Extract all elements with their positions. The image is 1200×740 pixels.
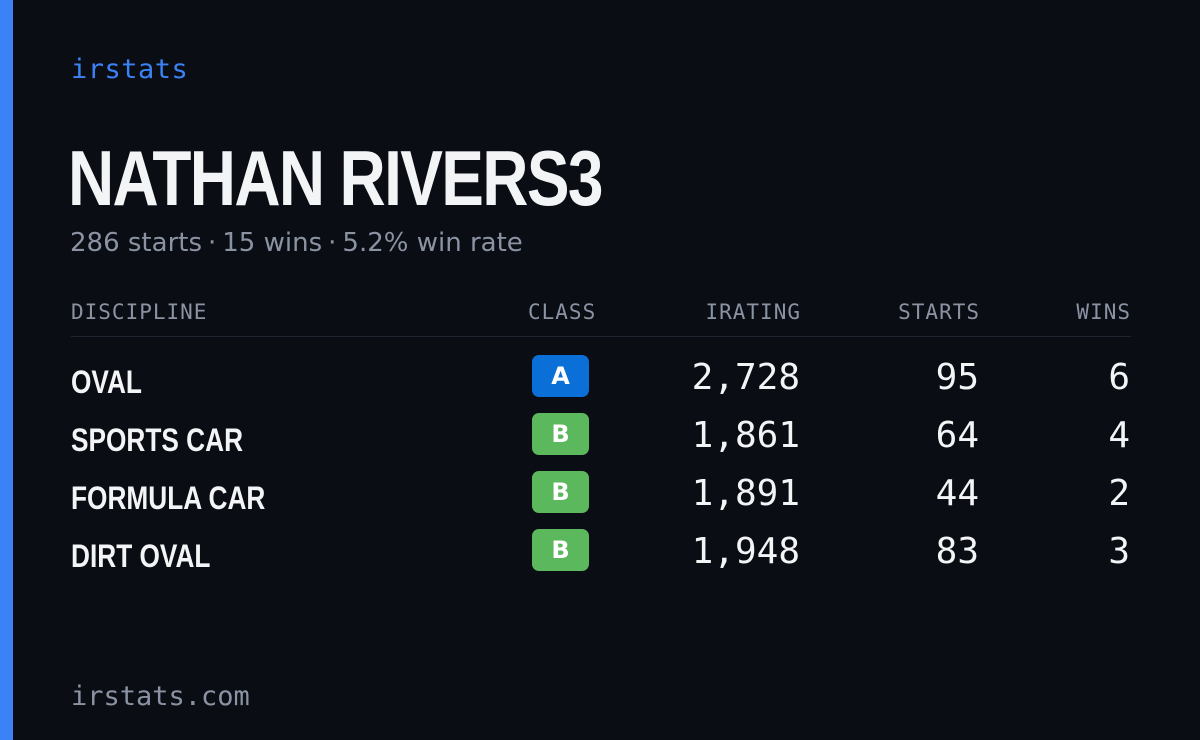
- irating-value: 2,728: [691, 357, 800, 398]
- class-badge: B: [532, 471, 589, 513]
- starts-value: 64: [935, 415, 979, 456]
- table-row: SPORTS CAR B 1,861 64 4: [71, 411, 1131, 469]
- table-body: OVAL A 2,728 95 6 SPORTS CAR B 1,861 64 …: [71, 337, 1131, 585]
- discipline-name: OVAL: [71, 364, 142, 400]
- brand-logo-text: irstats: [71, 54, 189, 85]
- starts-value: 44: [935, 473, 979, 514]
- discipline-name: SPORTS CAR: [71, 422, 244, 458]
- summary-win-rate: 5.2% win rate: [342, 228, 523, 258]
- header-wins: WINS: [1076, 300, 1131, 324]
- discipline-table: DISCIPLINE CLASS IRATING STARTS WINS OVA…: [71, 296, 1131, 585]
- footer-url: irstats.com: [71, 681, 250, 712]
- table-header: DISCIPLINE CLASS IRATING STARTS WINS: [71, 296, 1131, 337]
- class-badge: B: [532, 413, 589, 455]
- table-row: DIRT OVAL B 1,948 83 3: [71, 527, 1131, 585]
- summary-wins: 15 wins: [222, 228, 323, 258]
- starts-value: 95: [935, 357, 979, 398]
- irating-value: 1,861: [691, 415, 800, 456]
- header-irating: IRATING: [705, 300, 801, 324]
- irating-value: 1,891: [691, 473, 800, 514]
- starts-value: 83: [935, 531, 979, 572]
- accent-bar: [0, 0, 13, 740]
- class-badge: B: [532, 529, 589, 571]
- discipline-name: DIRT OVAL: [71, 538, 211, 574]
- irating-value: 1,948: [691, 531, 800, 572]
- table-row: FORMULA CAR B 1,891 44 2: [71, 469, 1131, 527]
- discipline-name: FORMULA CAR: [71, 480, 266, 516]
- summary-separator: ·: [328, 228, 337, 258]
- wins-value: 3: [1108, 531, 1130, 572]
- header-class: CLASS: [528, 300, 597, 324]
- header-discipline: DISCIPLINE: [71, 300, 208, 324]
- wins-value: 4: [1108, 415, 1130, 456]
- class-badge: A: [532, 355, 589, 397]
- summary-starts: 286 starts: [70, 228, 202, 258]
- header-starts: STARTS: [898, 300, 980, 324]
- table-row: OVAL A 2,728 95 6: [71, 353, 1131, 411]
- driver-summary: 286 starts · 15 wins · 5.2% win rate: [70, 228, 523, 258]
- wins-value: 2: [1108, 473, 1130, 514]
- driver-name: NATHAN RIVERS3: [68, 134, 603, 222]
- summary-separator: ·: [208, 228, 217, 258]
- wins-value: 6: [1108, 357, 1130, 398]
